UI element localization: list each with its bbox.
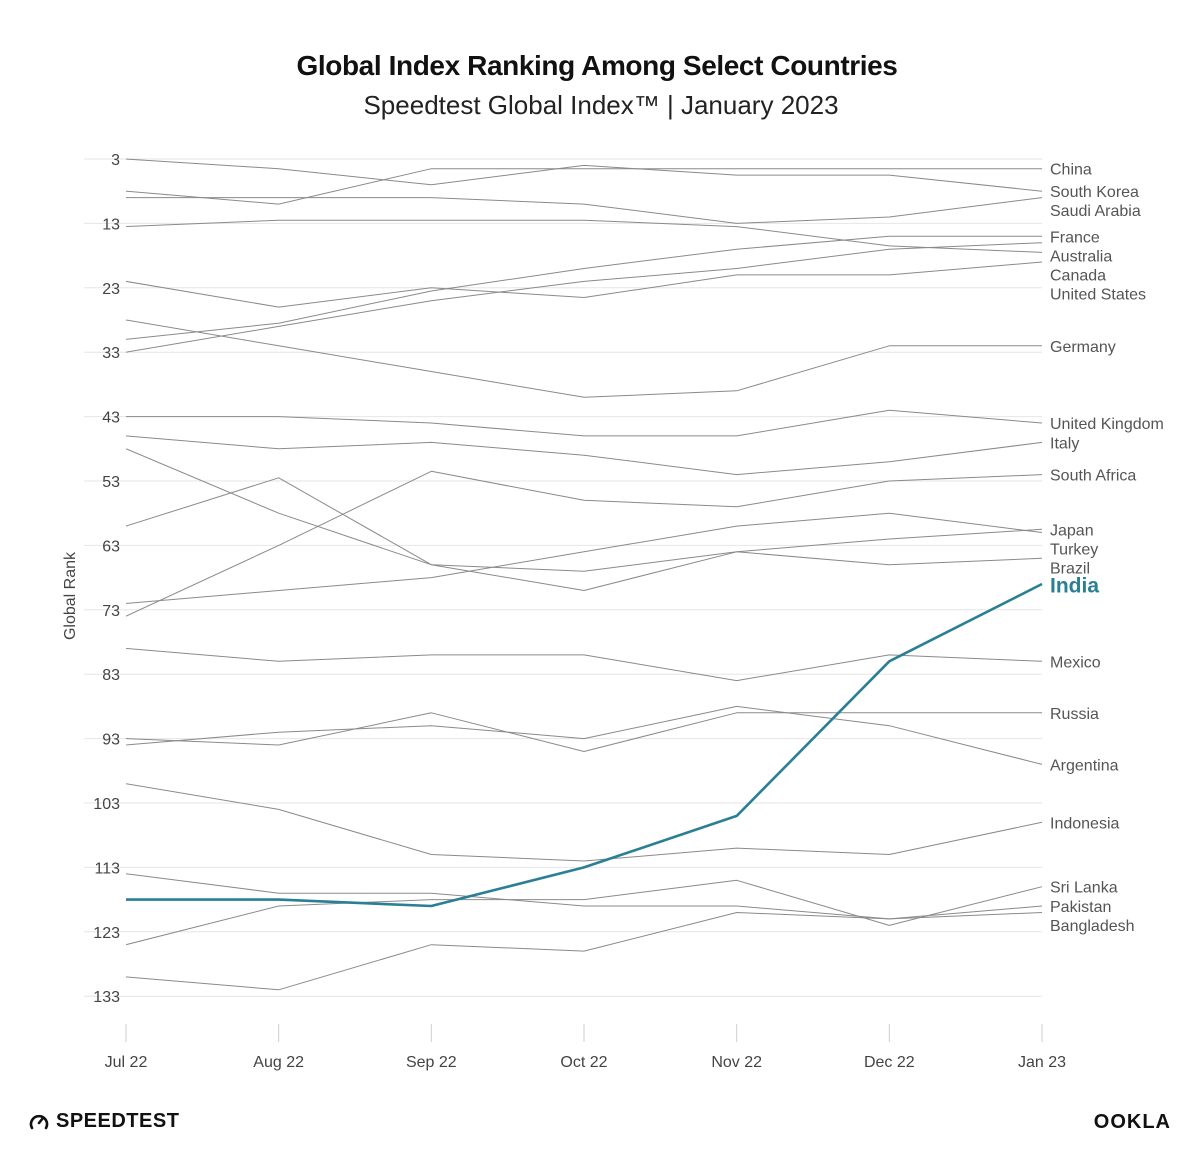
series-line-saudi-arabia [126,197,1043,224]
y-tick-label: 3 [111,152,120,169]
series-label-italy: Italy [1050,435,1079,452]
series-line-canada [125,219,1043,253]
y-tick-label: 53 [102,474,120,491]
series-line-indonesia [125,783,1043,862]
series-line-russia [125,712,1042,752]
series-line-china [125,168,1042,205]
x-tick-label: Jul 22 [105,1054,148,1071]
series-label-canada: Canada [1050,267,1106,284]
y-tick-label: 113 [94,860,120,877]
series-label-argentina: Argentina [1050,757,1119,774]
series-label-india: India [1050,574,1099,597]
y-tick-label: 93 [102,732,120,749]
series-label-sri-lanka: Sri Lanka [1050,880,1118,897]
y-tick-label: 13 [102,216,120,233]
series-line-pakistan [125,905,1043,991]
y-tick-label: 63 [102,538,120,555]
series-labels: China South Korea Saudi Arabia France Austra… [1050,162,1164,935]
series-label-bangladesh: Bangladesh [1050,918,1135,935]
series-label-saudi-arabia: Saudi Arabia [1050,203,1141,220]
series-label-japan: Japan [1050,522,1094,539]
series-line-germany [125,319,1042,398]
y-tick-label: 43 [102,410,120,427]
series-line-bangladesh [125,873,1043,920]
y-tick-label: 83 [102,667,120,684]
y-tick-label: 33 [102,345,120,362]
series-label-china: China [1050,162,1092,179]
y-tick-label: 103 [93,796,120,813]
series-label-australia: Australia [1050,248,1112,265]
series-label-russia: Russia [1050,706,1099,723]
chart-title: Global Index Ranking Among Select Countr… [296,50,898,81]
series-line-south-africa [125,470,1043,617]
x-tick-label: Sep 22 [406,1054,457,1071]
series-label-south-africa: South Africa [1050,468,1136,485]
ookla-logo: OOKLA [1093,1111,1171,1133]
y-tick-label: 123 [93,925,120,942]
series-line-france [125,235,1042,340]
series-label-france: France [1050,229,1100,246]
x-tick-label: Jan 23 [1018,1054,1066,1071]
series-line-mexico [125,647,1043,682]
series-line-italy [125,435,1043,476]
speedtest-logo-text: SPEEDTEST [56,1110,180,1132]
y-tick-label: 73 [102,603,120,620]
series-line-south-korea [125,158,1043,192]
series-line-brazil [125,448,1043,591]
series-label-brazil: Brazil [1050,560,1090,577]
series-label-united-states: United States [1050,286,1146,303]
x-tick-label: Nov 22 [711,1054,762,1071]
series-label-south-korea: South Korea [1050,184,1139,201]
chart-subtitle: Speedtest Global Index™ | January 2023 [363,90,839,120]
series-line-turkey [125,512,1043,604]
series-label-germany: Germany [1050,339,1116,356]
series-line-australia [125,242,1043,353]
series-line-india [126,582,1043,908]
series-line-japan [125,477,1043,572]
gridlines [84,158,1042,997]
x-tick-label: Aug 22 [253,1054,304,1071]
y-tick-label: 133 [93,989,120,1006]
series-line-argentina [125,705,1043,765]
x-tick-label: Oct 22 [560,1054,607,1071]
x-tick-label: Dec 22 [864,1054,915,1071]
series-label-indonesia: Indonesia [1050,815,1119,832]
series-label-turkey: Turkey [1050,541,1098,558]
series-line-united-kingdom [126,409,1043,437]
series-lines [125,158,1043,991]
series-label-mexico: Mexico [1050,654,1101,671]
y-axis-label: Global Rank [62,551,79,640]
series-label-united-kingdom: United Kingdom [1050,416,1164,433]
axes: 3 13 23 33 43 53 63 73 83 93 103 113 123 133 Global Ra… [62,152,1066,1071]
speedtest-logo: SPEEDTEST [28,1110,179,1133]
y-tick-label: 23 [102,281,120,298]
speedometer-icon [29,1114,49,1129]
series-line-sri-lanka [125,879,1043,946]
series-line-united-states [125,261,1043,308]
series-label-pakistan: Pakistan [1050,899,1111,916]
line-chart: 3 13 23 33 43 53 63 73 83 93 103 113 123 133 Global Ra… [62,152,1164,1071]
